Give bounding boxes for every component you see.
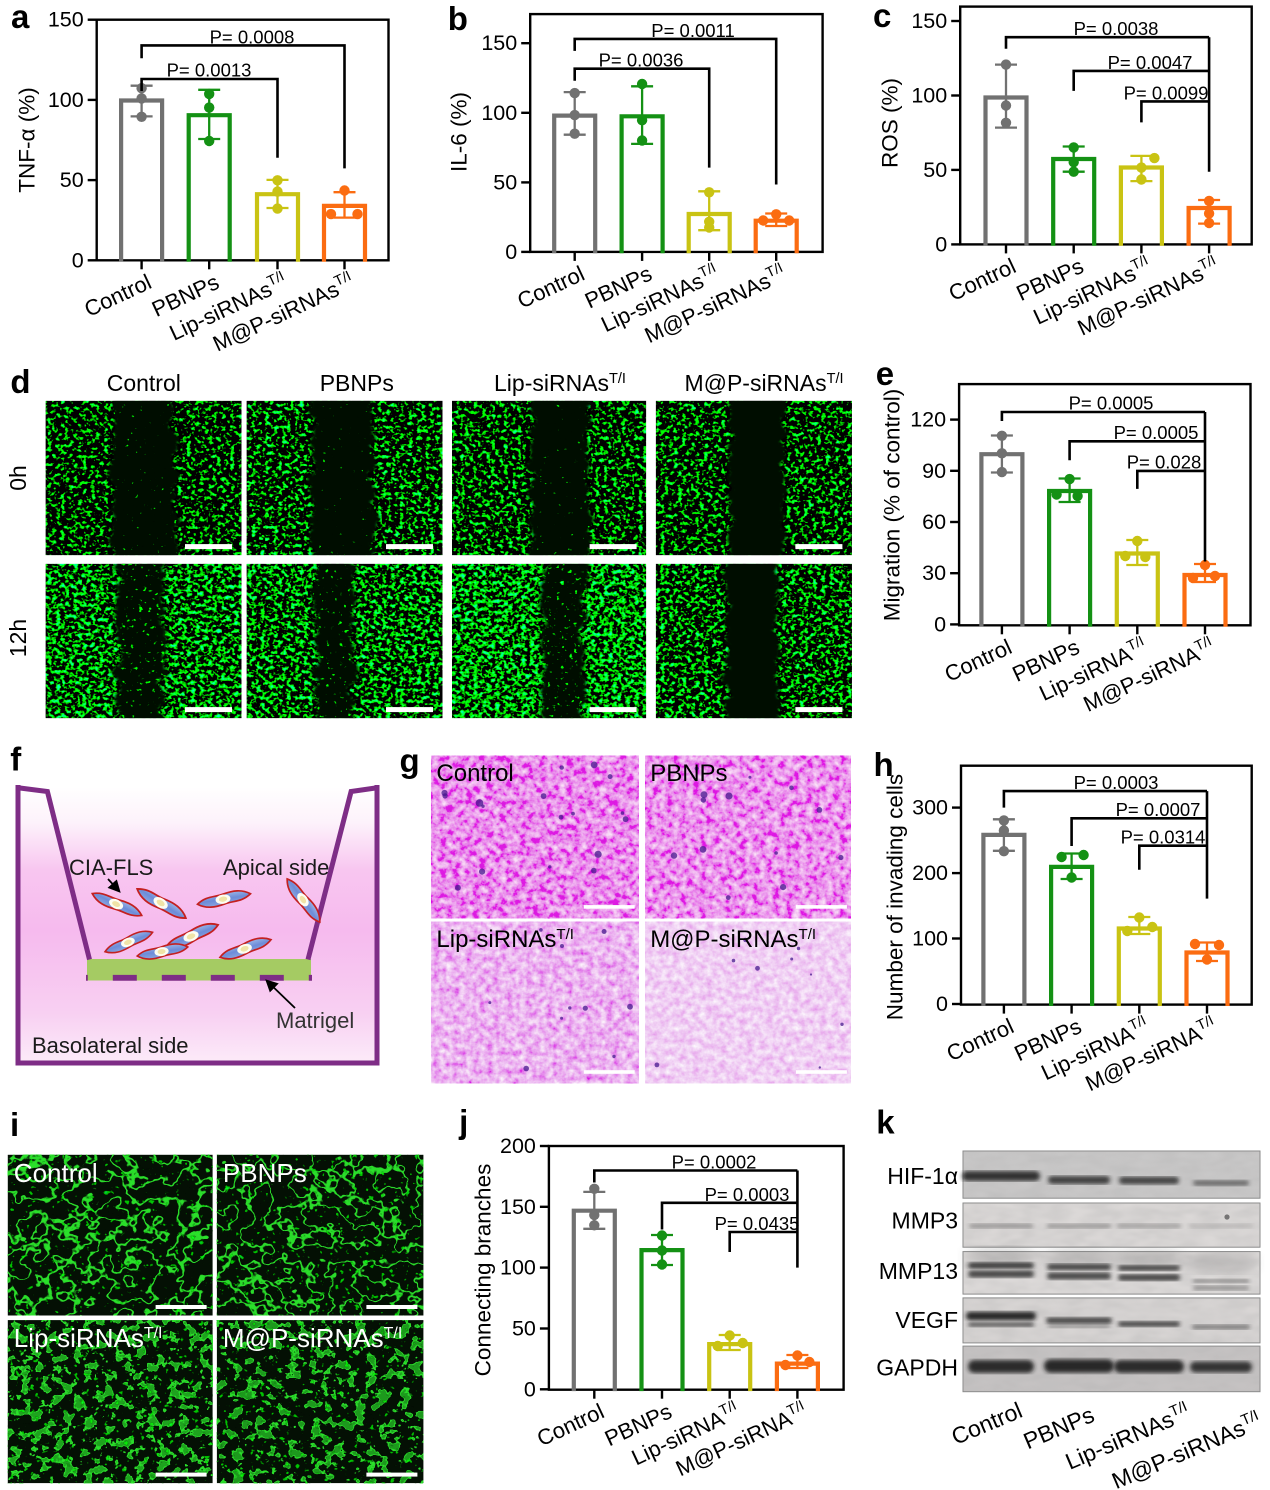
svg-text:100: 100 — [912, 927, 948, 951]
svg-text:100: 100 — [500, 1256, 536, 1280]
svg-text:P= 0.0314: P= 0.0314 — [1121, 827, 1206, 848]
svg-text:d: d — [10, 363, 30, 400]
svg-text:150: 150 — [911, 9, 947, 33]
svg-text:Control: Control — [436, 760, 513, 787]
svg-text:0: 0 — [935, 232, 947, 256]
svg-text:150: 150 — [500, 1195, 536, 1219]
svg-text:150: 150 — [48, 8, 84, 32]
svg-text:Connecting branches: Connecting branches — [471, 1164, 496, 1377]
svg-text:GAPDH: GAPDH — [876, 1354, 958, 1380]
svg-text:100: 100 — [48, 88, 84, 112]
svg-text:P= 0.0002: P= 0.0002 — [672, 1152, 757, 1173]
svg-text:M@P-siRNAsT/I: M@P-siRNAsT/I — [650, 926, 816, 953]
svg-text:P= 0.0008: P= 0.0008 — [210, 27, 295, 48]
svg-text:P= 0.0047: P= 0.0047 — [1108, 52, 1193, 73]
svg-text:M@P-siRNAsT/I: M@P-siRNAsT/I — [223, 1323, 402, 1353]
svg-text:g: g — [400, 742, 420, 779]
svg-text:b: b — [448, 0, 468, 37]
svg-text:P= 0.0036: P= 0.0036 — [599, 50, 684, 71]
svg-text:k: k — [876, 1104, 895, 1141]
svg-text:60: 60 — [922, 510, 946, 534]
svg-text:120: 120 — [910, 408, 946, 432]
svg-text:Basolateral side: Basolateral side — [32, 1033, 189, 1058]
svg-text:P= 0.028: P= 0.028 — [1127, 452, 1202, 473]
svg-text:0: 0 — [524, 1377, 536, 1401]
svg-text:Migration (% of control): Migration (% of control) — [880, 389, 905, 622]
svg-text:f: f — [10, 741, 22, 778]
svg-text:50: 50 — [60, 168, 84, 192]
svg-text:50: 50 — [493, 170, 517, 194]
svg-text:100: 100 — [481, 101, 517, 125]
svg-text:Apical side: Apical side — [223, 855, 329, 880]
svg-text:Control: Control — [107, 370, 181, 396]
svg-text:VEGF: VEGF — [895, 1307, 958, 1333]
svg-text:150: 150 — [481, 31, 517, 55]
svg-text:HIF-1α: HIF-1α — [887, 1163, 958, 1189]
svg-text:a: a — [11, 0, 30, 35]
svg-text:P= 0.0003: P= 0.0003 — [1074, 772, 1159, 793]
svg-text:200: 200 — [500, 1134, 536, 1158]
svg-text:MMP13: MMP13 — [879, 1258, 958, 1284]
svg-text:Control: Control — [14, 1158, 98, 1188]
svg-text:P= 0.0011: P= 0.0011 — [651, 20, 735, 41]
svg-text:Lip-siRNAsT/I: Lip-siRNAsT/I — [494, 370, 626, 396]
svg-text:0: 0 — [936, 992, 948, 1016]
svg-text:0: 0 — [505, 240, 517, 264]
svg-text:30: 30 — [922, 561, 946, 585]
svg-text:e: e — [876, 355, 894, 392]
svg-text:0h: 0h — [5, 465, 31, 491]
svg-text:0: 0 — [934, 612, 946, 636]
svg-text:MMP3: MMP3 — [892, 1207, 958, 1233]
svg-text:P= 0.0003: P= 0.0003 — [705, 1184, 790, 1205]
svg-text:200: 200 — [912, 861, 948, 885]
svg-text:P= 0.0007: P= 0.0007 — [1116, 799, 1201, 820]
svg-text:ROS (%): ROS (%) — [878, 78, 903, 168]
svg-text:P= 0.0038: P= 0.0038 — [1074, 18, 1159, 39]
svg-text:50: 50 — [512, 1317, 536, 1341]
svg-text:CIA-FLS: CIA-FLS — [69, 855, 153, 880]
svg-text:M@P-siRNAsT/I: M@P-siRNAsT/I — [684, 370, 843, 396]
svg-text:j: j — [458, 1103, 468, 1140]
svg-text:Number of invading cells: Number of invading cells — [883, 774, 908, 1020]
svg-text:Matrigel: Matrigel — [276, 1008, 354, 1033]
svg-text:100: 100 — [911, 84, 947, 108]
svg-text:P= 0.0435: P= 0.0435 — [715, 1213, 800, 1234]
svg-text:c: c — [873, 0, 891, 34]
svg-text:P= 0.0005: P= 0.0005 — [1114, 422, 1199, 443]
svg-text:h: h — [874, 746, 894, 783]
svg-text:Lip-siRNAsT/I: Lip-siRNAsT/I — [436, 926, 574, 953]
svg-text:PBNPs: PBNPs — [650, 760, 727, 787]
svg-text:0: 0 — [72, 248, 84, 272]
svg-text:i: i — [10, 1106, 19, 1143]
svg-text:IL-6 (%): IL-6 (%) — [447, 92, 472, 172]
svg-text:12h: 12h — [5, 619, 31, 657]
svg-text:P= 0.0099: P= 0.0099 — [1124, 82, 1209, 103]
svg-text:P= 0.0013: P= 0.0013 — [167, 60, 252, 81]
svg-text:PBNPs: PBNPs — [223, 1158, 307, 1188]
svg-text:P= 0.0005: P= 0.0005 — [1069, 393, 1154, 414]
svg-text:PBNPs: PBNPs — [320, 370, 394, 396]
svg-text:50: 50 — [923, 158, 947, 182]
svg-text:300: 300 — [912, 796, 948, 820]
svg-text:Lip-siRNAsT/I: Lip-siRNAsT/I — [14, 1323, 163, 1353]
svg-text:TNF-α (%): TNF-α (%) — [15, 87, 40, 192]
svg-text:90: 90 — [922, 459, 946, 483]
